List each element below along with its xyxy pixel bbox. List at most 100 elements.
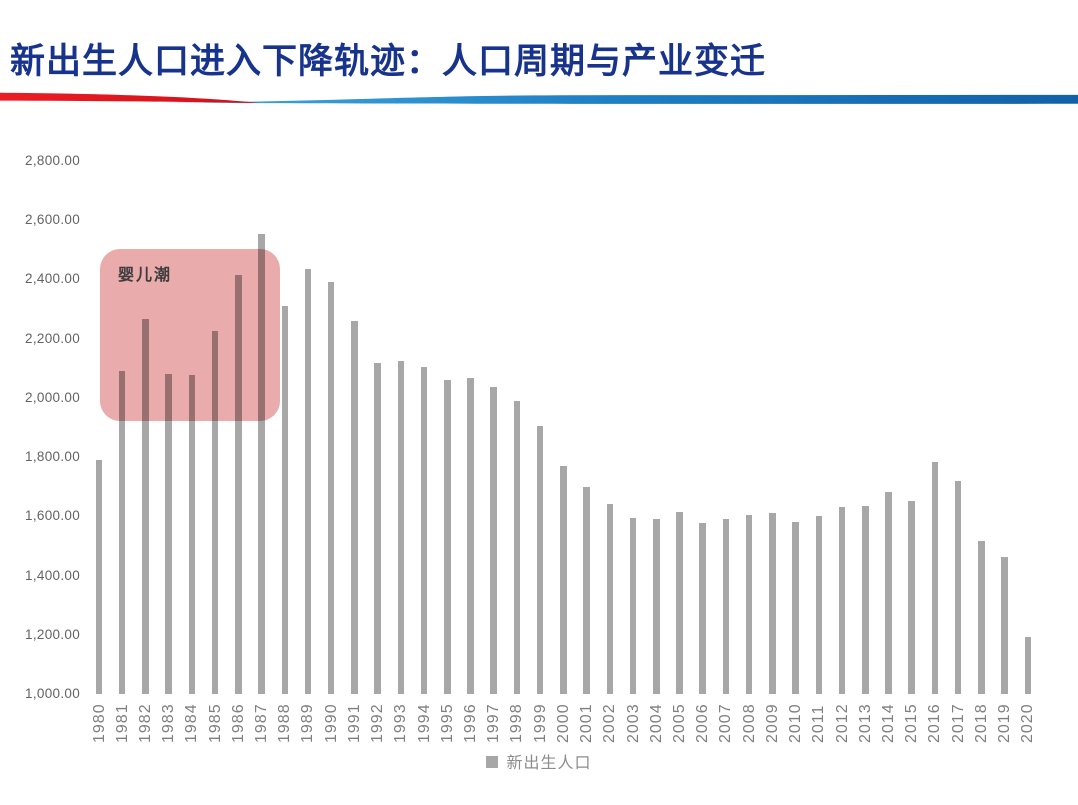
x-tick-label-1999: 1999 — [531, 703, 549, 743]
x-tick-label-1981: 1981 — [113, 703, 131, 743]
bar-1999 — [536, 425, 544, 694]
x-tick-label-1994: 1994 — [415, 703, 433, 743]
x-tick-label-2017: 2017 — [949, 703, 967, 743]
legend-marker-icon — [486, 756, 499, 768]
bar-1986 — [235, 275, 242, 694]
x-tick-label-1992: 1992 — [369, 703, 387, 743]
bar-2003 — [629, 517, 637, 694]
bar-2011 — [815, 516, 823, 694]
y-tick-label-1000: 1,000.00 — [25, 686, 80, 701]
bar-1998 — [513, 400, 521, 694]
x-tick-label-2016: 2016 — [926, 703, 944, 743]
x-tick-label-1983: 1983 — [160, 703, 178, 743]
x-tick-label-1986: 1986 — [229, 703, 247, 743]
bar-2010 — [792, 521, 799, 694]
page-title: 新出生人口进入下降轨迹：人口周期与产业变迁 — [10, 42, 767, 81]
y-tick-label-1400: 1,400.00 — [25, 567, 80, 583]
y-tick-label-1800: 1,800.00 — [25, 449, 80, 465]
x-tick-label-2011: 2011 — [810, 704, 828, 743]
x-tick-label-2018: 2018 — [972, 703, 990, 743]
x-tick-label-2003: 2003 — [624, 703, 642, 743]
x-tick-label-1998: 1998 — [508, 703, 526, 743]
x-tick-label-2004: 2004 — [647, 703, 665, 743]
bar-1980 — [95, 460, 103, 694]
bar-1994 — [420, 367, 428, 694]
x-tick-label-2005: 2005 — [671, 703, 688, 743]
bar-1991 — [351, 320, 358, 694]
bar-1993 — [397, 360, 405, 694]
bar-2015 — [908, 500, 915, 694]
bar-2018 — [978, 541, 985, 694]
bar-2005 — [676, 512, 683, 694]
x-tick-label-1995: 1995 — [438, 703, 456, 743]
bar-1981 — [118, 370, 126, 694]
bar-2002 — [606, 504, 614, 694]
bar-2013 — [862, 505, 869, 694]
bar-2009 — [769, 513, 776, 694]
x-tick-label-1993: 1993 — [392, 703, 410, 743]
x-tick-label-1989: 1989 — [299, 703, 317, 743]
bar-1985 — [211, 330, 219, 694]
y-tick-label-2400: 2,400.00 — [25, 271, 80, 287]
bar-1996 — [467, 378, 474, 694]
x-tick-label-2008: 2008 — [740, 703, 758, 743]
divider-red-wave-icon — [0, 92, 260, 103]
bar-2016 — [931, 461, 939, 694]
x-tick-label-2010: 2010 — [787, 703, 805, 743]
x-tick-label-2019: 2019 — [996, 703, 1014, 743]
y-tick-label-2000: 2,000.00 — [25, 389, 80, 405]
x-tick-label-2020: 2020 — [1019, 703, 1037, 743]
x-tick-label-2015: 2015 — [903, 703, 921, 743]
y-tick-label-1200: 1,200.00 — [25, 626, 80, 642]
x-tick-label-2007: 2007 — [717, 703, 735, 743]
bar-2007 — [722, 519, 730, 694]
bar-1988 — [281, 305, 288, 694]
bar-2000 — [560, 466, 567, 694]
bar-2008 — [745, 515, 753, 694]
bar-1987 — [258, 233, 265, 694]
x-tick-label-2013: 2013 — [856, 703, 874, 743]
x-tick-label-2012: 2012 — [833, 703, 851, 743]
x-tick-label-2006: 2006 — [694, 703, 712, 743]
baby-boom-label: 婴儿潮 — [118, 267, 173, 284]
divider-blue-wave-icon — [150, 94, 1078, 104]
y-tick-label-2800: 2,800.00 — [25, 153, 80, 169]
x-tick-label-2001: 2001 — [578, 703, 596, 743]
x-tick-label-2009: 2009 — [763, 703, 781, 743]
y-tick-label-1600: 1,600.00 — [25, 508, 80, 524]
x-tick-label-1996: 1996 — [462, 703, 480, 743]
x-tick-label-1990: 1990 — [322, 703, 340, 743]
bar-2006 — [699, 522, 706, 694]
bar-1995 — [444, 379, 451, 694]
bar-2019 — [1001, 557, 1008, 694]
x-tick-label-1988: 1988 — [276, 703, 294, 743]
bar-1982 — [142, 319, 149, 694]
legend-label: 新出生人口 — [506, 755, 592, 772]
x-tick-label-1997: 1997 — [485, 703, 503, 743]
bar-1983 — [165, 373, 172, 694]
bar-2020 — [1024, 637, 1032, 694]
x-tick-label-2002: 2002 — [601, 703, 619, 743]
bar-2001 — [583, 487, 590, 694]
bar-1989 — [304, 269, 312, 694]
bar-2004 — [653, 519, 660, 694]
bar-1992 — [374, 362, 381, 694]
x-tick-label-1982: 1982 — [136, 703, 154, 743]
x-tick-label-1984: 1984 — [183, 703, 201, 743]
bar-2012 — [838, 506, 846, 694]
bar-2017 — [954, 480, 962, 694]
x-tick-label-1987: 1987 — [253, 703, 271, 743]
bar-1997 — [490, 387, 497, 694]
x-tick-label-2014: 2014 — [879, 703, 897, 743]
x-tick-label-2000: 2000 — [554, 703, 572, 743]
bar-1984 — [188, 375, 196, 694]
x-tick-label-1980: 1980 — [90, 703, 108, 743]
title-divider — [0, 92, 1078, 104]
legend: 新出生人口 — [0, 749, 1078, 773]
x-tick-label-1985: 1985 — [206, 703, 224, 743]
bar-1990 — [327, 281, 335, 694]
x-tick-label-1991: 1991 — [345, 703, 363, 743]
y-tick-label-2600: 2,600.00 — [25, 212, 80, 228]
